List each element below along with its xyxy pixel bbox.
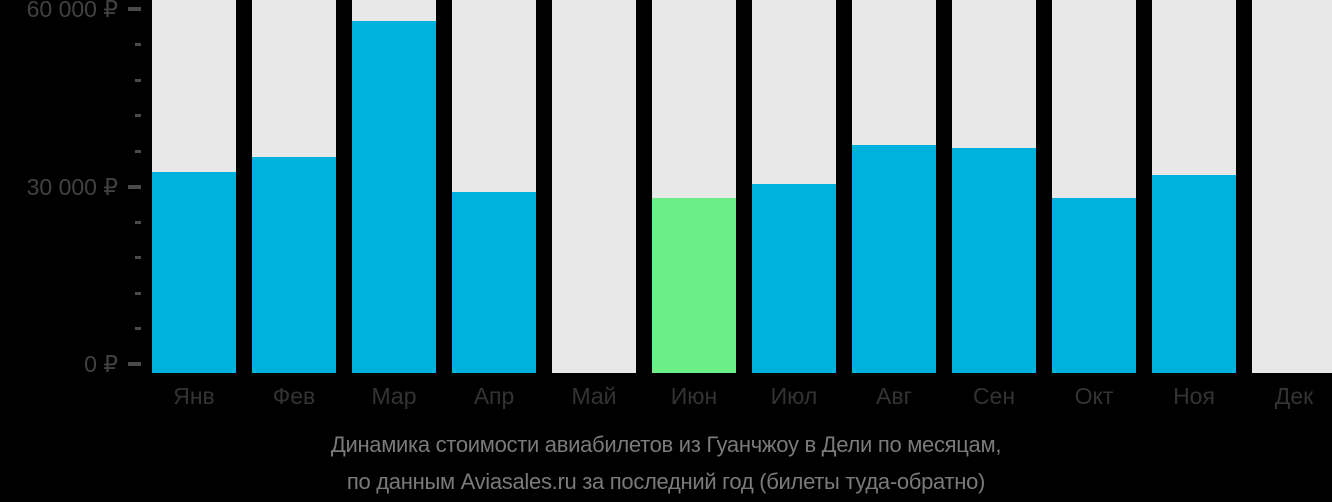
bar-value-Апр[interactable]: [452, 192, 536, 373]
bar-track-Авг: [852, 0, 936, 373]
y-axis-major-tick: [128, 362, 141, 366]
y-axis-label-60000: 60 000 ₽: [26, 0, 118, 22]
month-label-Дек: Дек: [1274, 383, 1314, 409]
month-label-Май: Май: [571, 383, 617, 409]
y-axis-minor-tick: [135, 292, 141, 295]
month-label-Сен: Сен: [972, 383, 1016, 409]
month-label-Июл: Июл: [770, 383, 818, 409]
month-label-Июн: Июн: [670, 383, 718, 409]
bar-value-Окт[interactable]: [1052, 198, 1136, 373]
y-axis-minor-tick: [135, 327, 141, 330]
bar-value-Июн[interactable]: [652, 198, 736, 373]
chart-caption-line-2: по данным Aviasales.ru за последний год …: [346, 469, 986, 494]
bar-value-Авг[interactable]: [852, 145, 936, 373]
bar-value-Сен[interactable]: [952, 148, 1036, 373]
bar-track-Сен: [952, 0, 1036, 373]
bar-track-Окт: [1052, 0, 1136, 373]
bar-track-Июн: [652, 0, 736, 373]
bar-track-Фев: [252, 0, 336, 373]
y-axis-label-30000: 30 000 ₽: [26, 174, 118, 200]
bar-value-Янв[interactable]: [152, 172, 236, 373]
month-label-Апр: Апр: [473, 383, 515, 409]
chart-caption-line-1: Динамика стоимости авиабилетов из Гуанчж…: [330, 432, 1002, 457]
bar-track-Ноя: [1152, 0, 1236, 373]
month-label-Окт: Окт: [1074, 383, 1114, 409]
bar-track-Янв: [152, 0, 236, 373]
y-axis-minor-tick: [135, 114, 141, 117]
bar-track-Июл: [752, 0, 836, 373]
y-axis-major-tick: [128, 7, 141, 11]
y-axis-minor-tick: [135, 79, 141, 82]
y-axis-minor-tick: [135, 221, 141, 224]
y-axis-minor-tick: [135, 43, 141, 46]
bar-track-Май: [552, 0, 636, 373]
bar-track-Дек: [1252, 0, 1332, 373]
y-axis-label-0: 0 ₽: [84, 351, 118, 377]
bar-value-Ноя[interactable]: [1152, 175, 1236, 373]
month-label-Ноя: Ноя: [1173, 383, 1215, 409]
y-axis-minor-tick: [135, 256, 141, 259]
month-label-Янв: Янв: [173, 383, 215, 409]
bar-value-Июл[interactable]: [752, 184, 836, 373]
y-axis-major-tick: [128, 185, 141, 189]
month-label-Фев: Фев: [272, 383, 316, 409]
y-axis-minor-tick: [135, 150, 141, 153]
bar-track-Апр: [452, 0, 536, 373]
bar-track-Мар: [352, 0, 436, 373]
bar-value-Фев[interactable]: [252, 157, 336, 373]
bar-value-Мар[interactable]: [352, 21, 436, 373]
month-label-Мар: Мар: [371, 383, 417, 409]
month-label-Авг: Авг: [876, 383, 912, 409]
